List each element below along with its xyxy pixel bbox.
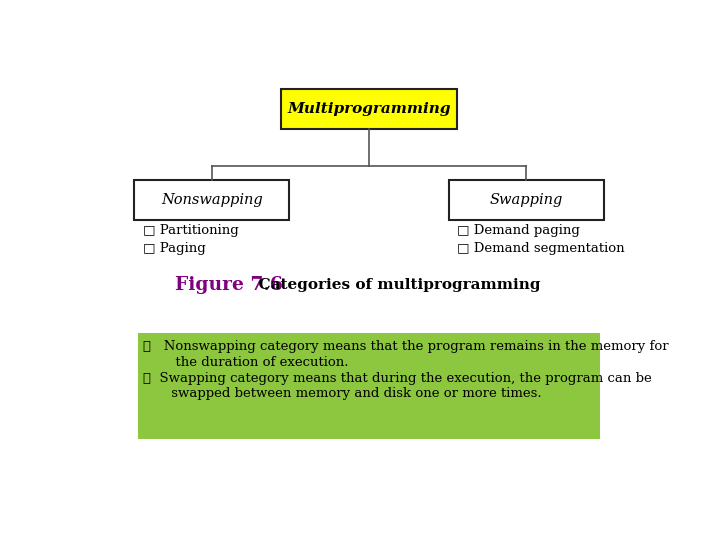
Text: □ Partitioning: □ Partitioning [143, 224, 238, 237]
Text: □ Demand paging: □ Demand paging [457, 224, 580, 237]
FancyBboxPatch shape [134, 180, 289, 220]
FancyBboxPatch shape [138, 333, 600, 439]
Text: □ Paging: □ Paging [143, 242, 205, 255]
Text: Categories of multiprogramming: Categories of multiprogramming [248, 278, 541, 292]
Text: ✓   Nonswapping category means that the program remains in the memory for: ✓ Nonswapping category means that the pr… [143, 340, 668, 353]
Text: Swapping: Swapping [490, 193, 563, 207]
Text: swapped between memory and disk one or more times.: swapped between memory and disk one or m… [150, 387, 542, 400]
Text: Figure 7.6: Figure 7.6 [175, 276, 283, 294]
Text: the duration of execution.: the duration of execution. [150, 355, 349, 368]
Text: □ Demand segmentation: □ Demand segmentation [457, 242, 625, 255]
Text: Multiprogramming: Multiprogramming [287, 103, 451, 117]
FancyBboxPatch shape [449, 180, 604, 220]
Text: ✓  Swapping category means that during the execution, the program can be: ✓ Swapping category means that during th… [143, 372, 652, 384]
FancyBboxPatch shape [281, 90, 457, 130]
Text: Nonswapping: Nonswapping [161, 193, 263, 207]
